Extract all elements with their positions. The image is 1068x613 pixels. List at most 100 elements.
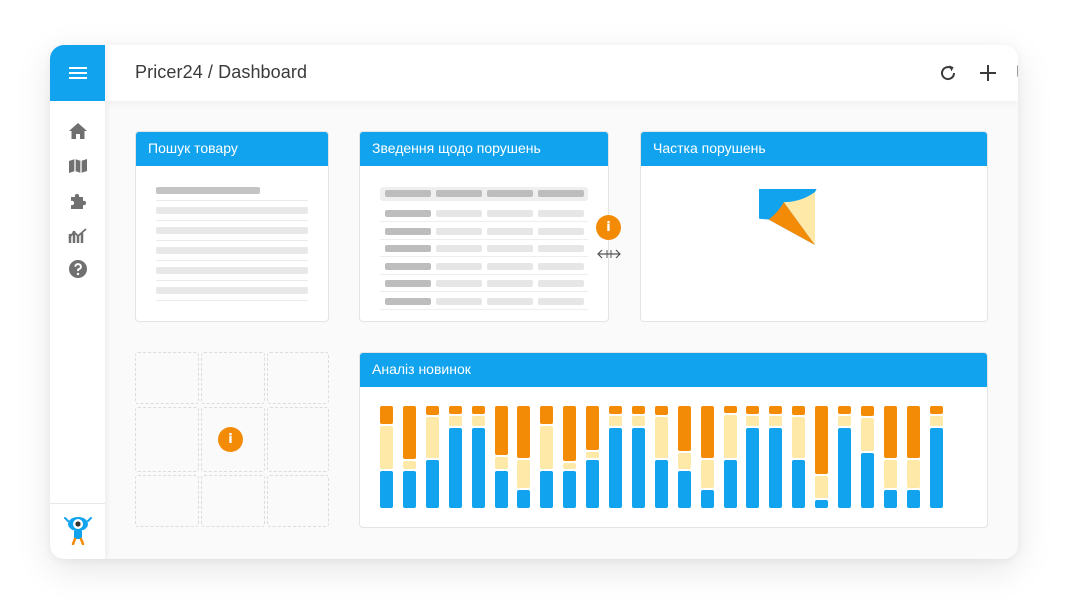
bar-stack[interactable] [723, 406, 737, 508]
bar-segment [906, 406, 920, 459]
bar-stack[interactable] [677, 406, 691, 508]
bar-stack[interactable] [769, 406, 783, 508]
bar-segment [380, 471, 393, 508]
widget-title[interactable]: Частка порушень [641, 132, 987, 166]
bar-stack[interactable] [380, 406, 393, 508]
bar-segment [494, 457, 508, 470]
app-window: Pricer24 / Dashboard Пошук товару [50, 45, 1018, 559]
pie-slice[interactable] [768, 202, 815, 245]
grid-cell [201, 407, 265, 472]
skeleton-line [156, 187, 260, 194]
add-widget-button[interactable] [976, 61, 1000, 85]
bar-segment [929, 428, 943, 508]
skeleton-cell [538, 190, 584, 197]
bar-segment [700, 406, 714, 459]
bar-segment [586, 460, 600, 508]
skeleton-divider [156, 220, 308, 221]
nav-home[interactable] [64, 119, 92, 143]
bar-segment [746, 406, 760, 415]
skeleton-line [156, 207, 308, 214]
skeleton-cell [436, 263, 482, 270]
skeleton-line [156, 247, 308, 254]
bar-segment [654, 406, 668, 416]
horizontal-resize-icon[interactable] [596, 246, 622, 262]
display-mode-button[interactable] [1015, 61, 1018, 85]
widget-title[interactable]: Аналіз новинок [360, 353, 987, 387]
info-icon[interactable]: i [596, 215, 621, 240]
info-icon[interactable]: i [218, 427, 243, 452]
help-icon [69, 260, 87, 278]
bar-segment [586, 451, 600, 459]
bar-stack[interactable] [654, 406, 668, 508]
bar-segment [929, 406, 943, 415]
grid-cell [201, 475, 265, 527]
bar-segment [448, 416, 462, 427]
bar-segment [380, 406, 393, 425]
bar-segment [677, 406, 691, 451]
bar-stack[interactable] [631, 406, 645, 508]
bar-stack[interactable] [883, 406, 897, 508]
bar-segment [563, 406, 577, 462]
nav-help[interactable] [64, 257, 92, 281]
bar-segment [769, 428, 783, 508]
skeleton-cell [385, 190, 431, 197]
skeleton-cell [538, 210, 584, 217]
bar-stack[interactable] [563, 406, 577, 508]
bar-stack[interactable] [494, 406, 508, 508]
nav-plugins[interactable] [64, 189, 92, 213]
bar-segment [860, 406, 874, 417]
bar-stack[interactable] [425, 406, 439, 508]
bar-stack[interactable] [860, 406, 874, 508]
refresh-button[interactable] [936, 61, 960, 85]
top-bar: Pricer24 / Dashboard [105, 45, 1018, 101]
nav-map[interactable] [64, 154, 92, 178]
bar-stack[interactable] [700, 406, 714, 508]
bar-stack[interactable] [517, 406, 531, 508]
bar-stack[interactable] [906, 406, 920, 508]
skeleton-line [156, 287, 308, 294]
skeleton-divider [156, 260, 308, 261]
menu-button[interactable] [50, 45, 105, 101]
grid-cell [135, 475, 199, 527]
bar-segment [609, 406, 622, 415]
widget-title[interactable]: Зведення щодо порушень [360, 132, 608, 166]
bar-segment [654, 417, 668, 459]
bar-stack[interactable] [609, 406, 622, 508]
skeleton-cell [436, 190, 482, 197]
refresh-icon [941, 65, 956, 81]
bar-stack[interactable] [586, 406, 600, 508]
bar-stack[interactable] [402, 406, 416, 508]
bar-segment [677, 471, 691, 508]
bar-stack[interactable] [792, 406, 806, 508]
bar-stack[interactable] [471, 406, 485, 508]
bar-segment [425, 406, 439, 416]
bar-stack[interactable] [815, 406, 829, 508]
bar-segment [402, 461, 416, 470]
bar-segment [838, 416, 851, 427]
monitor-icon [1017, 65, 1018, 77]
skeleton-cell [436, 280, 482, 287]
mascot-logo-icon [64, 517, 92, 546]
bar-segment [471, 428, 485, 508]
skeleton-divider [156, 200, 308, 201]
bar-stack[interactable] [448, 406, 462, 508]
mascot-logo[interactable] [64, 515, 92, 546]
add-icon [980, 65, 996, 81]
skeleton-divider [156, 280, 308, 281]
nav-analytics[interactable] [64, 223, 92, 247]
bar-stack[interactable] [746, 406, 760, 508]
grid-cell [201, 352, 265, 404]
pie-slice[interactable] [783, 192, 815, 245]
bar-stack[interactable] [929, 406, 943, 508]
bar-segment [425, 417, 439, 459]
skeleton-divider [380, 274, 588, 275]
skeleton-divider [380, 239, 588, 240]
bar-stack[interactable] [540, 406, 554, 508]
skeleton-cell [538, 280, 584, 287]
bar-stack[interactable] [838, 406, 851, 508]
grid-cell [267, 475, 329, 527]
bar-segment [654, 460, 668, 508]
map-icon [69, 159, 87, 173]
grid-cell [267, 352, 329, 404]
widget-title[interactable]: Пошук товару [136, 132, 328, 166]
